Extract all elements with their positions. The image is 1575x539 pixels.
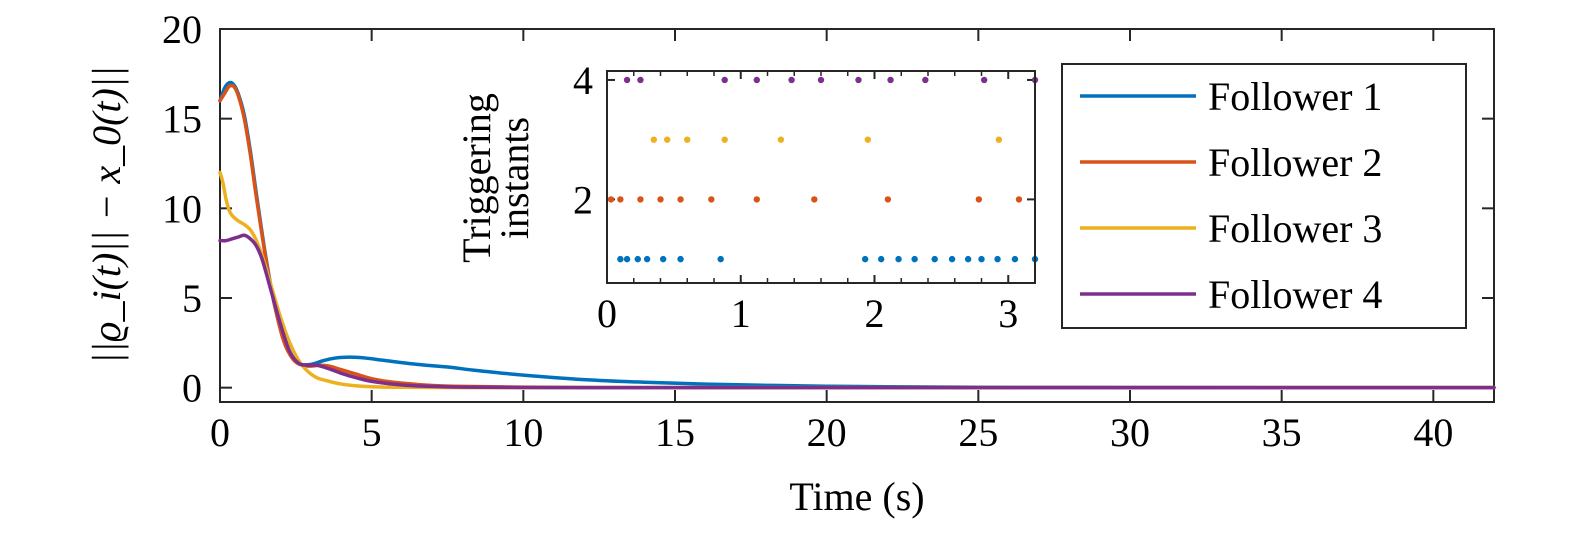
trigger-point-follower-4 [637, 76, 644, 84]
main-plot-frame [219, 28, 1495, 403]
y-tick-label: 0 [182, 366, 202, 411]
inset-x-tick-label: 3 [998, 291, 1018, 336]
legend-label-follower-2: Follower 2 [1208, 140, 1382, 185]
trigger-point-follower-1 [1011, 255, 1019, 263]
y-tick-label: 10 [162, 186, 202, 231]
trigger-point-follower-1 [659, 255, 667, 263]
trigger-point-follower-1 [948, 255, 956, 263]
trigger-point-follower-1 [861, 255, 869, 263]
x-axis-label: Time (s) [789, 474, 924, 519]
trigger-point-follower-4 [980, 76, 988, 84]
y-tick-label: 15 [162, 97, 202, 142]
trigger-point-follower-2 [657, 196, 664, 203]
x-tick-label: 5 [362, 410, 382, 455]
trigger-point-follower-3 [663, 136, 671, 143]
trigger-point-follower-2 [607, 196, 615, 203]
legend-label-follower-1: Follower 1 [1208, 74, 1382, 119]
trigger-point-follower-3 [995, 136, 1003, 143]
trigger-point-follower-1 [964, 255, 972, 263]
trigger-point-follower-2 [811, 196, 818, 203]
trigger-point-follower-1 [994, 255, 1001, 263]
inset-tick-labels: 0 1 2 3 2 4 [573, 58, 1018, 336]
y-axis-label: ||ϱ_i(t)|| − x_0(t)|| [84, 66, 129, 364]
trigger-point-follower-1 [634, 255, 641, 263]
legend-label-follower-4: Follower 4 [1208, 272, 1382, 317]
trigger-point-follower-2 [753, 196, 760, 203]
trigger-point-follower-4 [887, 76, 894, 84]
inset-y-axis-label: Triggeringinstants [454, 93, 537, 263]
trigger-point-follower-3 [721, 136, 728, 143]
legend-items: Follower 1 Follower 2 Follower 3 Follower 4 [1080, 74, 1382, 317]
trigger-point-follower-1 [895, 255, 902, 263]
trigger-point-follower-1 [931, 255, 938, 263]
trigger-point-follower-1 [617, 255, 624, 263]
y-tick-label: 5 [182, 276, 202, 321]
trigger-point-follower-4 [753, 76, 760, 84]
trigger-point-follower-2 [677, 196, 684, 203]
trigger-point-follower-1 [911, 255, 918, 263]
trigger-point-follower-1 [623, 255, 631, 263]
legend-label-follower-3: Follower 3 [1208, 206, 1382, 251]
trigger-point-follower-1 [677, 255, 684, 263]
inset-y-tick-label: 2 [573, 177, 593, 222]
x-tick-label: 25 [958, 410, 998, 455]
x-tick-label: 20 [807, 410, 847, 455]
trigger-point-follower-2 [975, 196, 983, 203]
x-tick-label: 0 [210, 410, 230, 455]
trigger-point-follower-4 [817, 76, 825, 84]
legend: Follower 1 Follower 2 Follower 3 Follower 4 [1061, 63, 1467, 329]
x-tick-label: 40 [1413, 410, 1453, 455]
trigger-point-follower-4 [623, 76, 631, 84]
trigger-point-follower-1 [717, 255, 724, 263]
trigger-point-follower-2 [637, 196, 644, 203]
trigger-point-follower-3 [864, 136, 872, 143]
x-tick-label: 35 [1262, 410, 1302, 455]
inset-background [607, 71, 1035, 283]
trigger-point-follower-4 [721, 76, 728, 84]
trigger-point-follower-1 [978, 255, 985, 263]
trigger-point-follower-3 [650, 136, 658, 143]
inset-x-tick-label: 0 [597, 291, 617, 336]
trigger-point-follower-4 [855, 76, 862, 84]
y-tick-label: 20 [162, 7, 202, 52]
main-ticks [219, 28, 1494, 402]
series-line-follower-4 [218, 233, 1496, 390]
main-lines [218, 80, 1496, 390]
x-tick-label: 15 [655, 410, 695, 455]
x-tick-label: 10 [503, 410, 543, 455]
trigger-point-follower-4 [922, 76, 929, 84]
trigger-point-follower-1 [877, 255, 885, 263]
trigger-point-follower-1 [643, 255, 651, 263]
trigger-point-follower-2 [708, 196, 715, 203]
inset-y-axis-label-line1: Triggering [454, 93, 499, 263]
trigger-point-follower-4 [788, 76, 795, 84]
x-tick-label: 30 [1110, 410, 1150, 455]
inset-x-tick-label: 1 [731, 291, 751, 336]
legend-box [1061, 63, 1467, 329]
inset-x-tick-label: 2 [865, 291, 885, 336]
trigger-point-follower-2 [1015, 196, 1023, 203]
trigger-point-follower-3 [684, 136, 691, 143]
trigger-point-follower-2 [884, 196, 892, 203]
trigger-point-follower-2 [617, 196, 624, 203]
inset-plot-frame [606, 70, 1036, 284]
trigger-point-follower-3 [777, 136, 785, 143]
inset-plot: 0 1 2 3 2 4 Triggeringinstants [454, 58, 1039, 336]
inset-y-axis-label-line2: instants [492, 117, 537, 239]
inset-y-tick-label: 4 [573, 58, 593, 103]
inset-points [607, 76, 1039, 263]
